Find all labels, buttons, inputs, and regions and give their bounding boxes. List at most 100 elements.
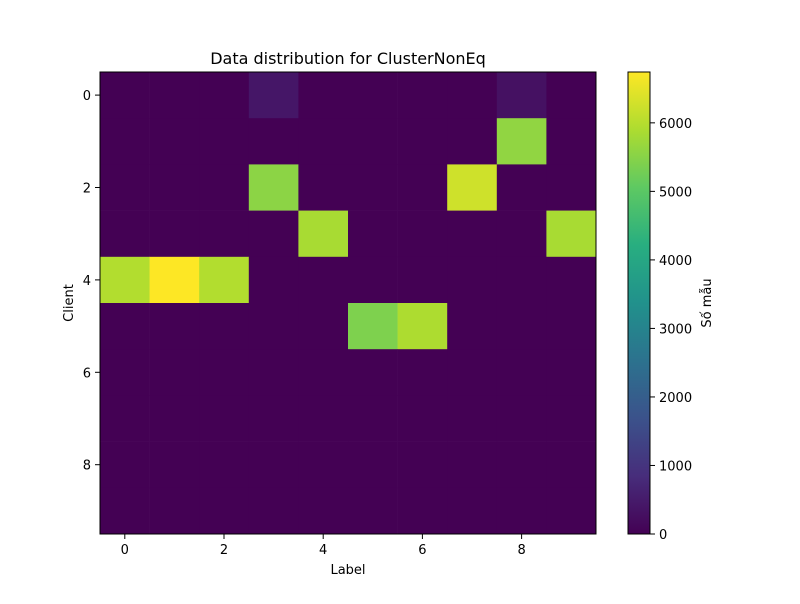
heatmap-cell [248,395,299,442]
heatmap-cell [248,441,299,489]
heatmap-cell [149,210,200,258]
heatmap-cell [248,487,299,535]
heatmap-cell [248,256,299,304]
heatmap-cell [100,118,150,165]
x-tick-label: 6 [418,543,426,558]
colorbar-tick-label: 2000 [659,391,692,406]
heatmap-cell [397,72,448,119]
heatmap-cell [248,72,299,119]
heatmap-cell [397,256,448,304]
heatmap-cell [199,210,250,258]
heatmap-cell [348,395,398,442]
heatmap-cell [248,303,299,350]
heatmap-cell [298,395,349,442]
heatmap-cell [546,118,597,165]
heatmap-cell [496,256,547,304]
heatmap-cell [100,256,150,304]
heatmap-cell [149,256,200,304]
heatmap-cell [546,303,597,350]
heatmap-cell [100,210,150,258]
heatmap-cell [248,164,299,211]
heatmap-cell [397,349,448,396]
colorbar-tick-label: 1000 [659,459,692,474]
heatmap-cell [199,256,250,304]
colorbar-label: Số mẫu [700,278,715,327]
colorbar-tick-label: 0 [659,528,667,543]
heatmap-cell [199,487,250,535]
plot-frame [99,71,597,535]
heatmap-cell [248,349,299,396]
colorbar-gradient [627,71,651,535]
heatmap-cell [496,72,547,119]
colorbar-tick-label: 3000 [659,322,692,337]
heatmap-cell [149,118,200,165]
heatmap-cell [447,441,498,489]
heatmap-cell [348,349,398,396]
heatmap-cell [546,256,597,304]
heatmap-cell [447,487,498,535]
heatmap-cell [199,118,250,165]
heatmap-cell [298,303,349,350]
heatmap-cell [496,395,547,442]
heatmap-cell [397,395,448,442]
y-tick-label: 8 [83,459,91,474]
heatmap-cell [298,349,349,396]
heatmap-cell [447,210,498,258]
heatmap-cell [248,118,299,165]
y-tick-label: 2 [83,182,91,197]
heatmap-cell [248,210,299,258]
heatmap-cell [100,349,150,396]
heatmap-cell [546,72,597,119]
heatmap-cell [397,164,448,211]
heatmap-cell [100,72,150,119]
heatmap-cell [496,487,547,535]
heatmap-cell [447,256,498,304]
y-axis-label: Client [62,284,77,322]
heatmap-cell [199,72,250,119]
heatmap-cell [100,395,150,442]
heatmap-cell [496,303,547,350]
colorbar-axis: 0 1000 2000 3000 4000 5000 6000 [650,117,692,543]
colorbar-tick-label: 6000 [659,117,692,132]
heatmap-cell [348,441,398,489]
y-axis: 0 2 4 6 8 [83,89,100,474]
heatmap-cell [397,303,448,350]
x-tick-label: 8 [517,543,525,558]
heatmap-cell [199,303,250,350]
heatmap-cell [199,395,250,442]
heatmap-cell [348,487,398,535]
colorbar-tick-label: 5000 [659,185,692,200]
heatmap-cell [199,164,250,211]
heatmap-cell [546,441,597,489]
heatmap-cell [149,72,200,119]
heatmap-cell [149,487,200,535]
heatmap-cell [298,164,349,211]
heatmap-cell [348,118,398,165]
heatmap-cell [397,441,448,489]
heatmap-cell [199,441,250,489]
heatmap-cell [100,441,150,489]
heatmap-cell [149,164,200,211]
y-tick-label: 0 [83,89,91,104]
heatmap-cell [100,487,150,535]
heatmap-cell [348,210,398,258]
x-axis-label: Label [330,563,365,578]
heatmap-cell [100,303,150,350]
heatmap-cell [348,303,398,350]
heatmap-cell [397,118,448,165]
heatmap-cells [100,72,597,535]
x-tick-label: 0 [121,543,129,558]
y-tick-label: 6 [83,366,91,381]
x-axis: 0 2 4 6 8 [121,534,526,558]
heatmap-cell [149,303,200,350]
heatmap-cell [348,256,398,304]
heatmap-cell [546,487,597,535]
heatmap-cell [397,487,448,535]
heatmap-cell [348,72,398,119]
heatmap-cell [447,303,498,350]
heatmap-cell [100,164,150,211]
heatmap-cell [149,441,200,489]
chart-title: Data distribution for ClusterNonEq [210,49,486,68]
